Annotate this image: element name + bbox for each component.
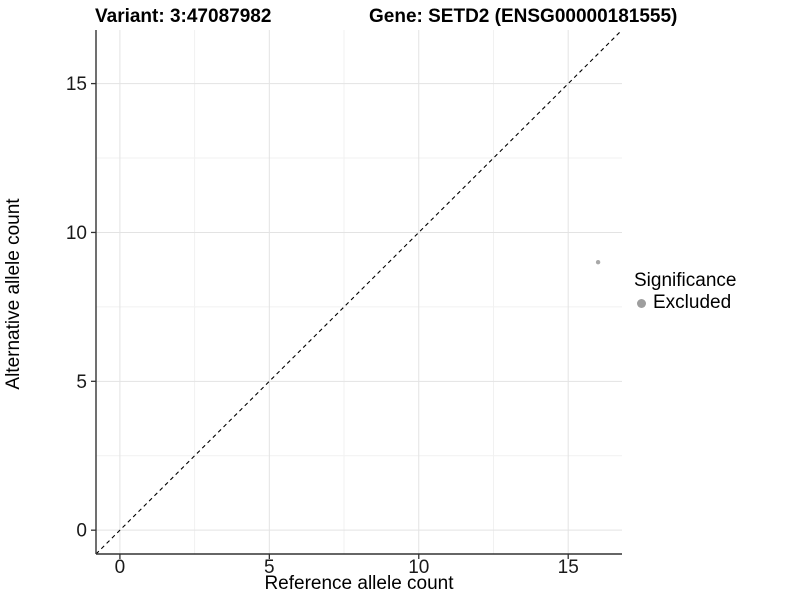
variant-title: Variant: 3:47087982: [95, 6, 272, 27]
svg-text:15: 15: [558, 557, 579, 578]
svg-text:15: 15: [66, 74, 87, 95]
gene-title: Gene: SETD2 (ENSG00000181555): [369, 6, 678, 27]
legend-point-icon: [637, 298, 646, 308]
svg-text:10: 10: [66, 223, 87, 244]
legend-item-label: Excluded: [653, 292, 732, 313]
x-axis-title: Reference allele count: [264, 573, 454, 594]
y-axis-title: Alternative allele count: [3, 198, 24, 390]
legend-item-excluded: Excluded: [634, 292, 736, 314]
legend-title: Significance: [634, 270, 737, 291]
legend: Significance Excluded: [634, 270, 736, 314]
svg-text:0: 0: [115, 557, 126, 578]
svg-text:10: 10: [408, 557, 429, 578]
svg-text:5: 5: [76, 372, 87, 393]
svg-text:0: 0: [76, 521, 87, 542]
svg-text:5: 5: [264, 557, 275, 578]
